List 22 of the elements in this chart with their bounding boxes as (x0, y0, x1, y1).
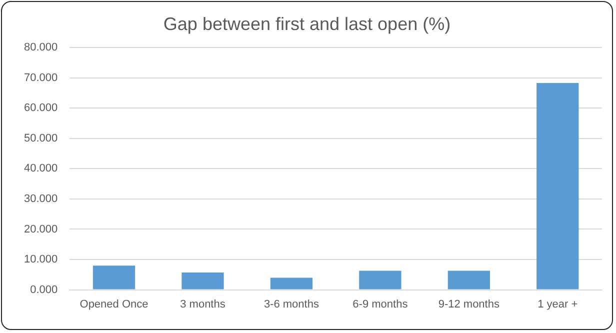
chart-title: Gap between first and last open (%) (163, 14, 451, 34)
y-tick-label: 70.000 (24, 72, 58, 84)
x-tick-label: 9-12 months (438, 298, 500, 310)
x-tick-label: 3 months (180, 298, 226, 310)
y-tick-label: 50.000 (24, 132, 58, 144)
bar (536, 83, 579, 290)
bar (359, 270, 402, 290)
bar (182, 272, 224, 290)
y-tick-label: 0.000 (30, 284, 58, 296)
bar (270, 278, 313, 290)
y-tick-label: 10.000 (24, 254, 58, 266)
y-tick-label: 40.000 (24, 162, 58, 175)
y-tick-label: 60.000 (24, 102, 58, 114)
x-tick-label: 6-9 months (352, 298, 408, 310)
x-tick-label: Opened Once (80, 298, 148, 310)
y-tick-label: 80.000 (24, 42, 58, 54)
x-tick-label: 1 year + (538, 298, 578, 310)
y-tick-label: 20.000 (24, 223, 58, 236)
y-tick-label: 30.000 (24, 193, 58, 206)
x-tick-label: 3-6 months (264, 298, 320, 310)
bar (448, 270, 490, 290)
bar (92, 266, 136, 290)
